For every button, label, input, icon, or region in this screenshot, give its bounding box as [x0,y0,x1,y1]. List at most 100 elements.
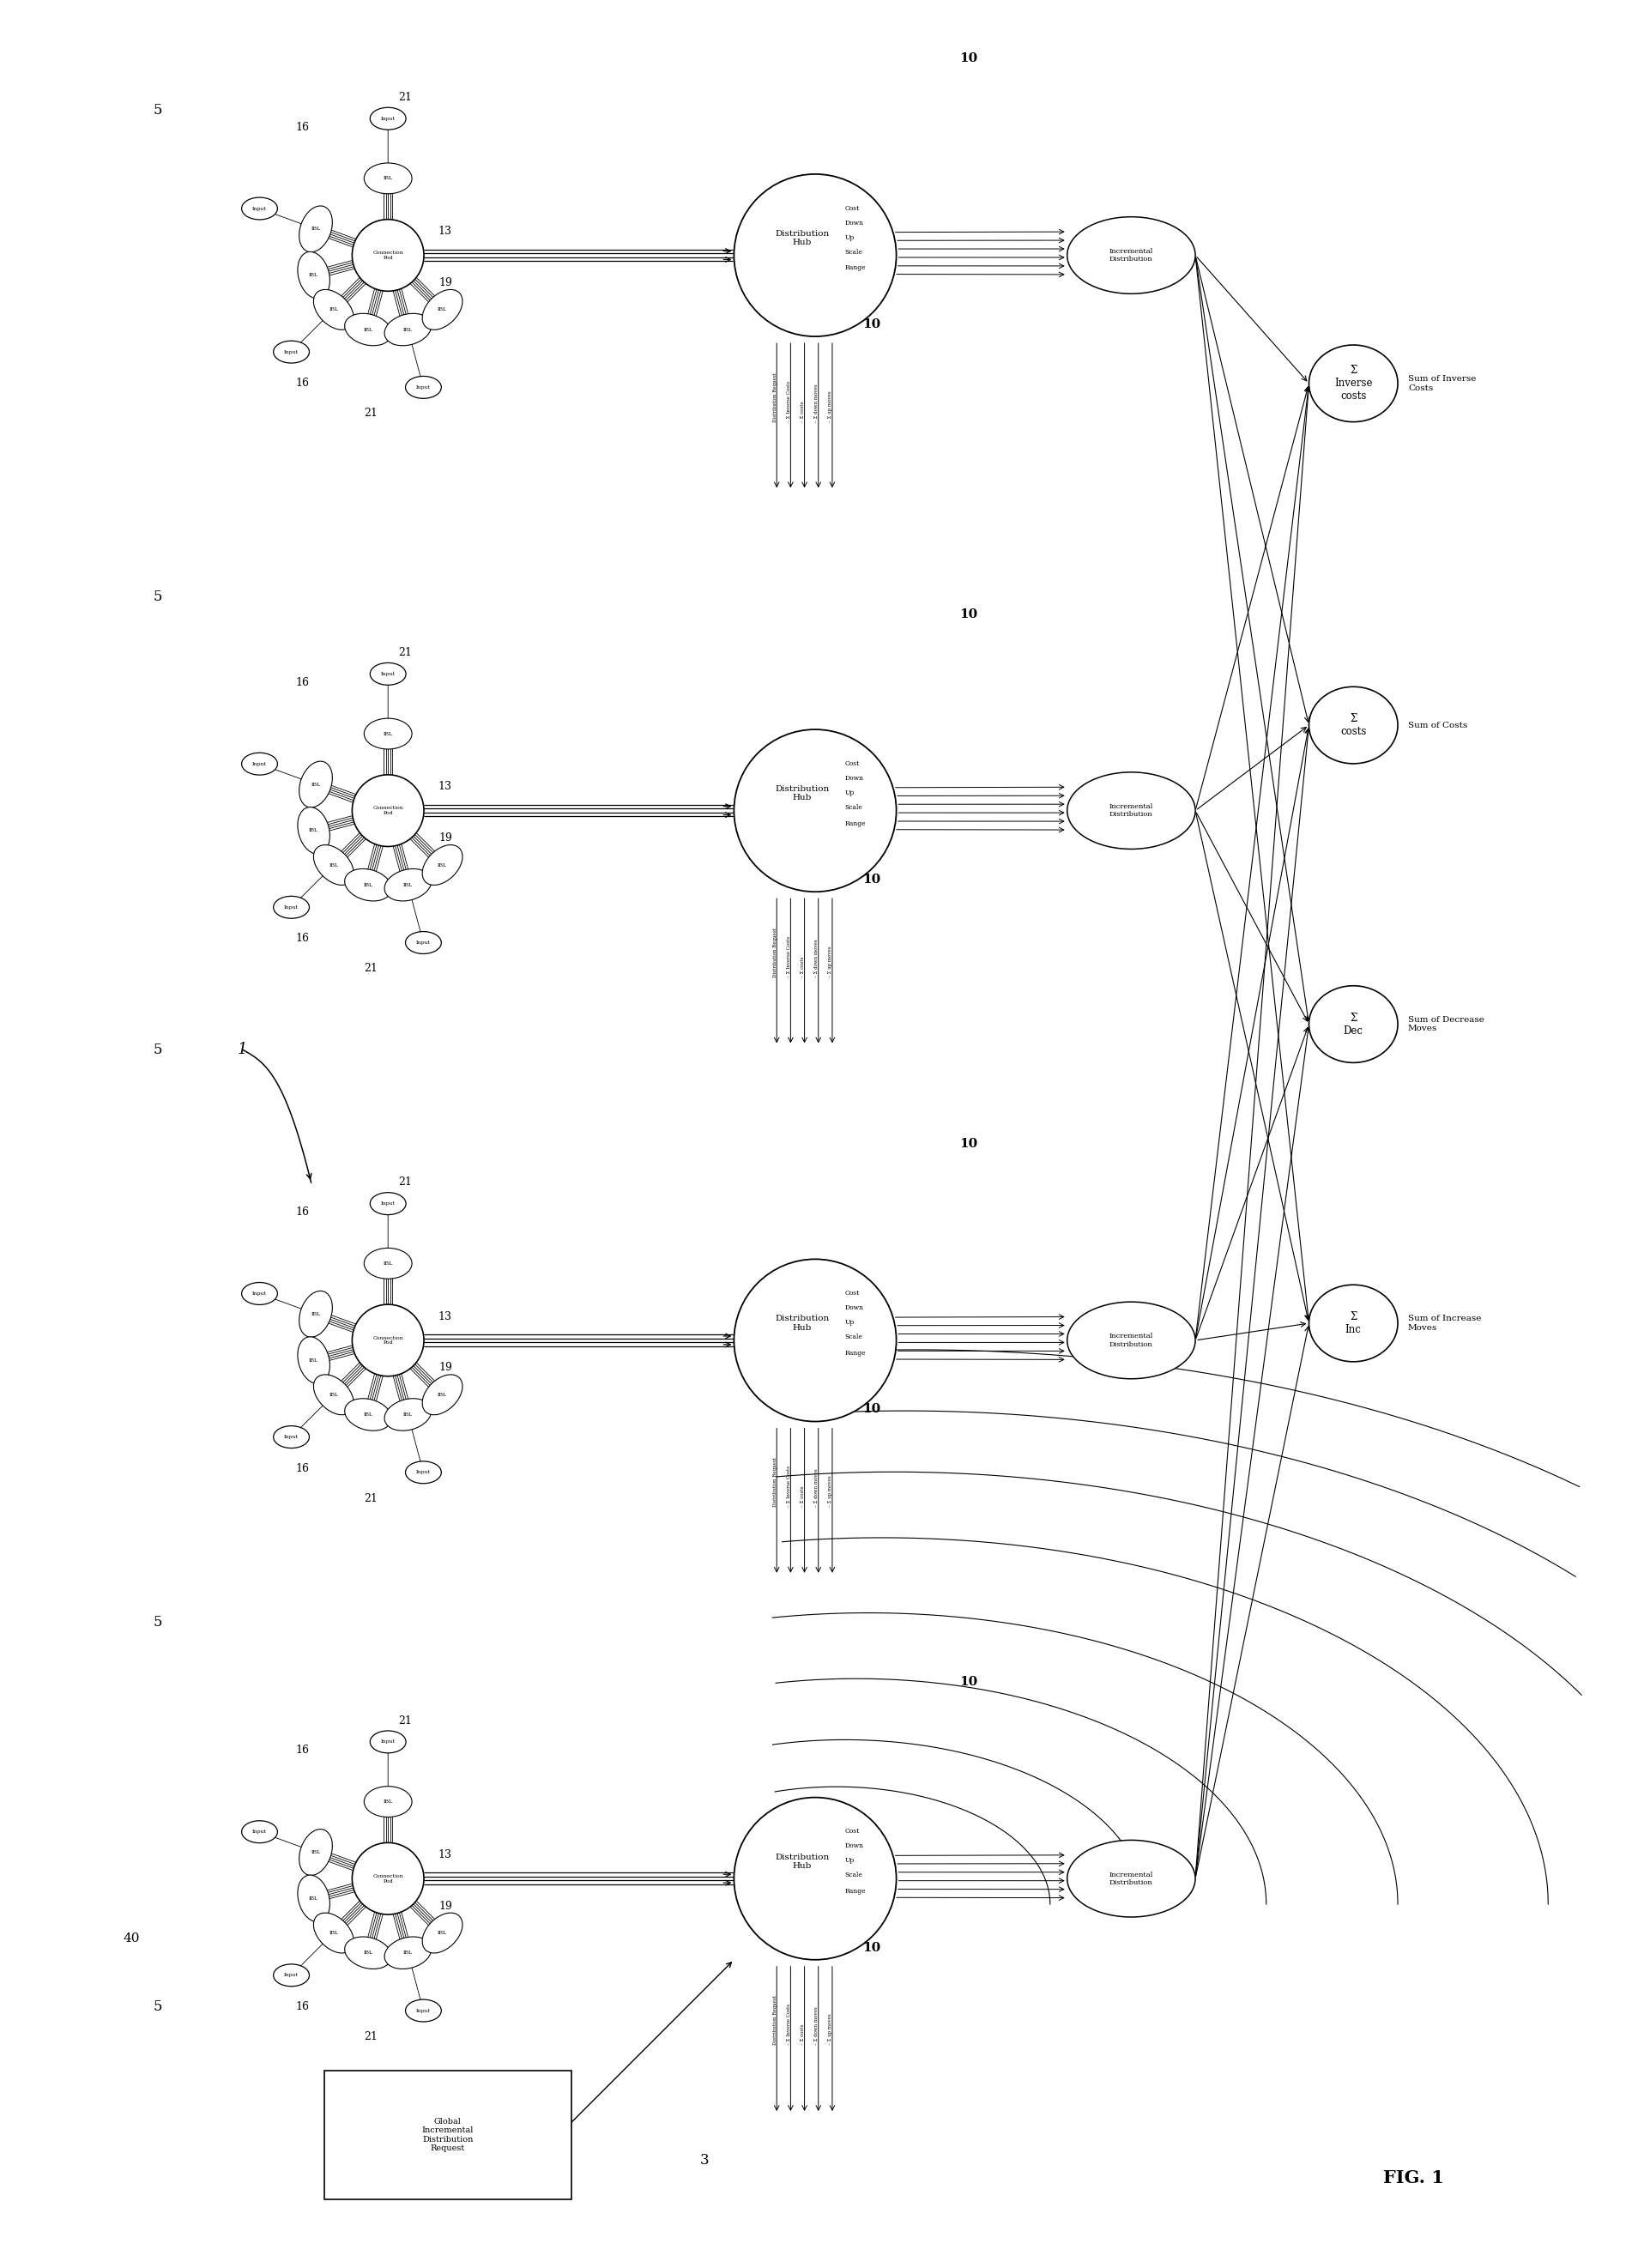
Text: – Σ down moves: – Σ down moves [814,1470,819,1506]
Text: 3: 3 [699,2152,709,2168]
Text: IBL: IBL [403,327,413,331]
Text: Range: Range [845,265,867,272]
Text: 5: 5 [152,590,162,603]
Ellipse shape [298,1876,329,1921]
Text: – Σ Inverse Costs: – Σ Inverse Costs [786,1465,791,1506]
Ellipse shape [242,1281,277,1304]
Text: Input: Input [416,1470,431,1474]
Text: – Σ costs: – Σ costs [801,401,804,422]
Ellipse shape [1068,771,1196,848]
Text: 1: 1 [238,1041,247,1057]
Text: 21: 21 [364,1492,378,1504]
Text: 13: 13 [439,1848,452,1860]
Text: 10: 10 [863,318,881,331]
Text: FIG. 1: FIG. 1 [1382,2168,1443,2186]
Ellipse shape [298,1336,329,1383]
Ellipse shape [313,290,354,329]
Text: Input: Input [283,349,298,354]
Text: – Σ costs: – Σ costs [801,2025,804,2046]
Text: 16: 16 [296,1207,310,1218]
Circle shape [352,220,424,290]
Text: – Σ down moves: – Σ down moves [814,383,819,422]
Text: 10: 10 [960,52,978,66]
Ellipse shape [370,1730,406,1753]
Ellipse shape [313,1912,354,1953]
Ellipse shape [423,846,462,885]
Text: – Σ up moves: – Σ up moves [829,946,832,978]
Ellipse shape [242,1821,277,1844]
Ellipse shape [300,1290,333,1338]
Ellipse shape [298,807,329,855]
Ellipse shape [1068,1302,1196,1379]
Text: Cost: Cost [845,1290,860,1297]
Text: Input: Input [416,2009,431,2012]
Text: Down: Down [845,776,863,782]
Text: Incremental
Distribution: Incremental Distribution [1109,1334,1153,1347]
Text: Input: Input [283,905,298,909]
Text: 16: 16 [296,379,310,390]
Text: 19: 19 [439,832,452,844]
Text: Distribution
Hub: Distribution Hub [775,1315,829,1331]
Circle shape [352,1842,424,1914]
Text: IBL: IBL [437,308,447,311]
Text: Connection
Pod: Connection Pod [373,252,403,261]
Ellipse shape [242,753,277,776]
Ellipse shape [423,290,462,329]
Text: IBL: IBL [364,882,373,887]
Text: 5: 5 [152,2000,162,2014]
Text: IBL: IBL [383,733,393,735]
Ellipse shape [423,1912,462,1953]
Text: IBL: IBL [437,1930,447,1935]
Ellipse shape [274,896,310,919]
Text: IBL: IBL [437,1393,447,1397]
Ellipse shape [274,1427,310,1447]
Text: – Σ up moves: – Σ up moves [829,1476,832,1506]
Ellipse shape [344,313,391,345]
Text: IBL: IBL [403,1413,413,1418]
Text: 13: 13 [439,1311,452,1322]
Text: Input: Input [380,116,395,120]
Ellipse shape [364,719,411,748]
Ellipse shape [385,869,431,900]
Ellipse shape [364,1787,411,1817]
Circle shape [734,1259,896,1422]
Text: Sum of Inverse
Costs: Sum of Inverse Costs [1409,374,1476,392]
Text: Down: Down [845,1304,863,1311]
Text: Distribution Request: Distribution Request [773,1996,776,2046]
Text: Distribution
Hub: Distribution Hub [775,1853,829,1869]
Ellipse shape [1309,987,1397,1064]
Text: Input: Input [283,1973,298,1978]
Text: IBL: IBL [383,1799,393,1803]
Ellipse shape [1309,1284,1397,1361]
Text: 16: 16 [296,122,310,134]
Text: Distribution Request: Distribution Request [773,1456,776,1506]
Text: 16: 16 [296,1463,310,1474]
Text: IBL: IBL [311,227,321,231]
Text: Sum of Decrease
Moves: Sum of Decrease Moves [1409,1016,1484,1032]
Text: 16: 16 [296,676,310,687]
Text: IBL: IBL [311,782,321,787]
Text: Input: Input [416,386,431,390]
Ellipse shape [300,206,333,252]
Text: IBL: IBL [403,882,413,887]
Text: IBL: IBL [329,1393,339,1397]
Text: Input: Input [283,1436,298,1440]
Text: Up: Up [845,1857,855,1864]
Ellipse shape [1309,687,1397,764]
Ellipse shape [406,2000,441,2021]
Text: Σ
Inc: Σ Inc [1345,1311,1361,1336]
Text: IBL: IBL [311,1851,321,1855]
Text: – Σ down moves: – Σ down moves [814,939,819,978]
Ellipse shape [423,1374,462,1415]
Text: Distribution
Hub: Distribution Hub [775,229,829,247]
Text: Cost: Cost [845,204,860,211]
Text: IBL: IBL [310,1896,318,1901]
Ellipse shape [406,376,441,399]
Text: IBL: IBL [329,1930,339,1935]
Ellipse shape [274,340,310,363]
Text: 16: 16 [296,932,310,943]
Ellipse shape [364,1247,411,1279]
Text: 10: 10 [960,1676,978,1687]
Text: – Σ up moves: – Σ up moves [829,2014,832,2046]
Text: IBL: IBL [437,862,447,866]
